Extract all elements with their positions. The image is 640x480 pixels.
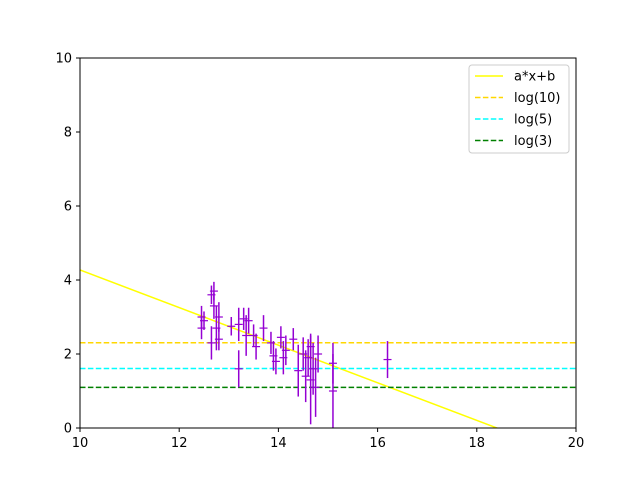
data-point bbox=[244, 307, 253, 334]
legend-label: a*x+b bbox=[514, 70, 555, 85]
data-points bbox=[197, 281, 392, 428]
data-point bbox=[314, 335, 323, 373]
plot-frame bbox=[79, 57, 577, 429]
data-point bbox=[214, 328, 223, 351]
x-tick-label: 10 bbox=[72, 436, 89, 451]
data-point bbox=[294, 344, 303, 397]
data-point bbox=[271, 348, 280, 375]
y-tick-label: 4 bbox=[64, 274, 72, 289]
data-point bbox=[227, 317, 236, 336]
y-tick-label: 10 bbox=[55, 52, 72, 67]
data-point bbox=[242, 315, 251, 356]
data-point bbox=[200, 311, 208, 330]
y-tick-label: 2 bbox=[64, 348, 72, 363]
data-point bbox=[328, 354, 337, 428]
data-point bbox=[289, 328, 298, 351]
legend-entry: log(5) bbox=[475, 113, 552, 128]
data-point bbox=[252, 333, 261, 360]
data-point bbox=[281, 335, 290, 366]
x-tick-label: 12 bbox=[171, 436, 188, 451]
data-point bbox=[311, 357, 320, 417]
y-tick-label: 0 bbox=[64, 422, 72, 437]
legend-entry: a*x+b bbox=[475, 70, 555, 85]
x-axis: 10 12 14 16 18 20 bbox=[72, 428, 585, 451]
legend-label: log(3) bbox=[514, 134, 552, 149]
x-tick-label: 20 bbox=[568, 436, 585, 451]
data-point bbox=[214, 302, 223, 332]
y-tick-label: 8 bbox=[64, 126, 72, 141]
data-point bbox=[234, 350, 243, 388]
data-point bbox=[207, 326, 216, 360]
data-point bbox=[383, 341, 392, 379]
data-point bbox=[276, 326, 285, 349]
series-line bbox=[80, 269, 500, 428]
data-point bbox=[259, 315, 268, 342]
legend: a*x+b log(10) log(5) log(3) bbox=[468, 64, 570, 154]
y-axis: 0 2 4 6 8 10 bbox=[55, 52, 80, 437]
legend-entry: log(10) bbox=[475, 91, 561, 106]
legend-label: log(10) bbox=[514, 91, 561, 106]
legend-label: log(5) bbox=[514, 113, 552, 128]
x-tick-label: 18 bbox=[469, 436, 486, 451]
y-tick-label: 6 bbox=[64, 200, 72, 215]
x-tick-label: 14 bbox=[270, 436, 287, 451]
legend-box bbox=[468, 64, 570, 154]
x-tick-label: 16 bbox=[369, 436, 386, 451]
legend-entry: log(3) bbox=[475, 134, 552, 149]
series-lines bbox=[80, 269, 576, 428]
data-point bbox=[234, 307, 243, 342]
